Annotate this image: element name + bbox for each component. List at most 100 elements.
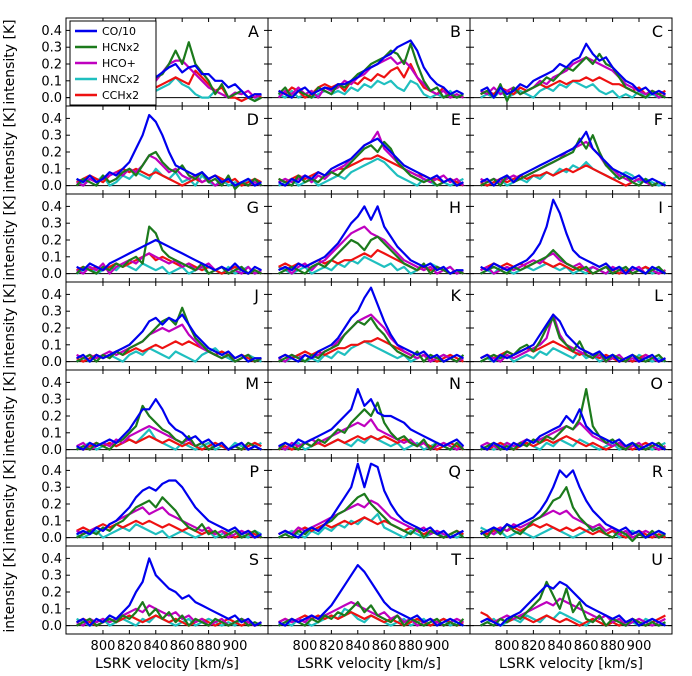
panel-label-B: B <box>450 22 461 41</box>
panel-H: H <box>267 193 471 283</box>
panel-F: F <box>469 105 673 195</box>
y-tick-label: 0.4 <box>41 288 62 303</box>
y-tick-label: 0.2 <box>41 234 62 249</box>
x-tick-label: 840 <box>345 639 370 654</box>
x-tick-label: 820 <box>117 639 142 654</box>
series-line-co-O <box>480 408 666 451</box>
panel-label-M: M <box>245 374 259 393</box>
x-tick-label: 820 <box>319 639 344 654</box>
y-tick-label: 0.3 <box>41 217 62 232</box>
series-line-co-S <box>76 557 262 627</box>
x-tick-label: 880 <box>398 639 423 654</box>
y-tick-label: 0.0 <box>41 531 62 546</box>
series-line-co-I <box>480 198 666 275</box>
series-line-hcn-G <box>75 225 262 275</box>
x-tick-label: 860 <box>574 639 599 654</box>
series-line-co-P <box>76 479 262 539</box>
y-tick-label: 0.3 <box>41 41 62 56</box>
legend-label-cch: CCHx2 <box>102 89 139 102</box>
panel-label-S: S <box>249 550 259 569</box>
y-axis-title: intensity [K] <box>2 547 18 632</box>
panel-label-J: J <box>253 286 259 305</box>
x-tick-label: 860 <box>372 639 397 654</box>
y-tick-label: 0.2 <box>41 586 62 601</box>
y-tick-label: 0.3 <box>41 129 62 144</box>
x-tick-label: 900 <box>223 639 248 654</box>
panel-label-L: L <box>654 286 663 305</box>
x-tick-label: 860 <box>170 639 195 654</box>
panel-N: N <box>267 369 471 459</box>
series-line-co-U <box>480 580 666 627</box>
panel-label-U: U <box>651 550 663 569</box>
x-tick-label: 800 <box>91 639 116 654</box>
y-tick-label: 0.1 <box>41 426 62 441</box>
panel-O: O <box>469 369 673 459</box>
y-tick-label: 0.3 <box>41 393 62 408</box>
x-axis-tick-labels: 800 820 840 860 880 900 800 820 840 860 880 900 800 8… <box>91 639 652 654</box>
series-line-co-K <box>278 286 464 363</box>
panel-B: B <box>267 17 471 107</box>
y-tick-label: 0.2 <box>41 146 62 161</box>
y-tick-label: 0.0 <box>41 443 62 458</box>
series-line-co-L <box>480 313 666 363</box>
series-line-co-Q <box>278 462 464 539</box>
y-tick-label: 0.0 <box>41 619 62 634</box>
panel-Q: Q <box>267 457 471 547</box>
x-axis-title: LSRK velocity [km/s] <box>297 656 441 672</box>
series-line-hcn-P <box>76 496 263 539</box>
x-tick-label: 800 <box>495 639 520 654</box>
series-line-co-D <box>76 113 262 187</box>
y-axis-title: intensity [K] <box>2 283 18 368</box>
x-tick-label: 820 <box>521 639 546 654</box>
y-tick-label: 0.1 <box>41 162 62 177</box>
y-tick-label: 0.2 <box>41 498 62 513</box>
panel-label-K: K <box>451 286 462 305</box>
series-line-hcn-S <box>76 600 262 627</box>
panel-P: P <box>65 457 269 547</box>
x-tick-label: 840 <box>143 639 168 654</box>
y-tick-label: 0.4 <box>41 200 62 215</box>
y-tick-label: 0.1 <box>41 602 62 617</box>
y-axis-title: intensity [K] <box>2 459 18 544</box>
y-tick-label: 0.0 <box>41 91 62 106</box>
x-axis-title: LSRK velocity [km/s] <box>95 656 239 672</box>
panel-label-G: G <box>247 198 259 217</box>
panel-grid: A B C D E F G H I J K L M N O P Q R S T U <box>65 17 673 635</box>
x-tick-label: 840 <box>547 639 572 654</box>
series-line-hcn-H <box>278 235 464 275</box>
panel-frame <box>469 545 673 635</box>
series-line-co-T <box>278 563 464 627</box>
series-line-hco-C <box>480 56 666 99</box>
y-tick-label: 0.3 <box>41 569 62 584</box>
series-line-co-C <box>480 42 666 99</box>
panel-label-T: T <box>450 550 461 569</box>
x-tick-label: 880 <box>600 639 625 654</box>
panel-label-P: P <box>249 462 259 481</box>
x-axis-titles: LSRK velocity [km/s] LSRK velocity [km/s]… <box>95 656 643 672</box>
panel-T: T <box>267 545 471 635</box>
legend: CO/10 HCNx2 HCO+ HNCx2 CCHx2 <box>69 20 157 106</box>
panel-I: I <box>469 193 673 283</box>
panel-label-R: R <box>652 462 663 481</box>
series-line-co-F <box>480 130 666 187</box>
y-tick-label: 0.4 <box>41 552 62 567</box>
y-tick-label: 0.4 <box>41 24 62 39</box>
x-axis-title: LSRK velocity [km/s] <box>499 656 643 672</box>
y-tick-label: 0.3 <box>41 481 62 496</box>
legend-label-co: CO/10 <box>102 25 136 38</box>
panel-E: E <box>267 105 471 195</box>
panel-M: M <box>65 369 269 459</box>
series-line-co-R <box>480 469 666 539</box>
series-line-co-M <box>76 398 262 451</box>
y-axis-title: intensity [K] <box>2 195 18 280</box>
panel-label-H: H <box>449 198 461 217</box>
y-tick-label: 0.1 <box>41 250 62 265</box>
y-tick-label: 0.3 <box>41 305 62 320</box>
series-line-hcn-E <box>278 140 464 187</box>
series-line-hco-L <box>480 313 666 363</box>
series-line-co-E <box>278 137 464 187</box>
panel-J: J <box>65 281 269 371</box>
panel-label-A: A <box>248 22 259 41</box>
panel-label-O: O <box>650 374 663 393</box>
